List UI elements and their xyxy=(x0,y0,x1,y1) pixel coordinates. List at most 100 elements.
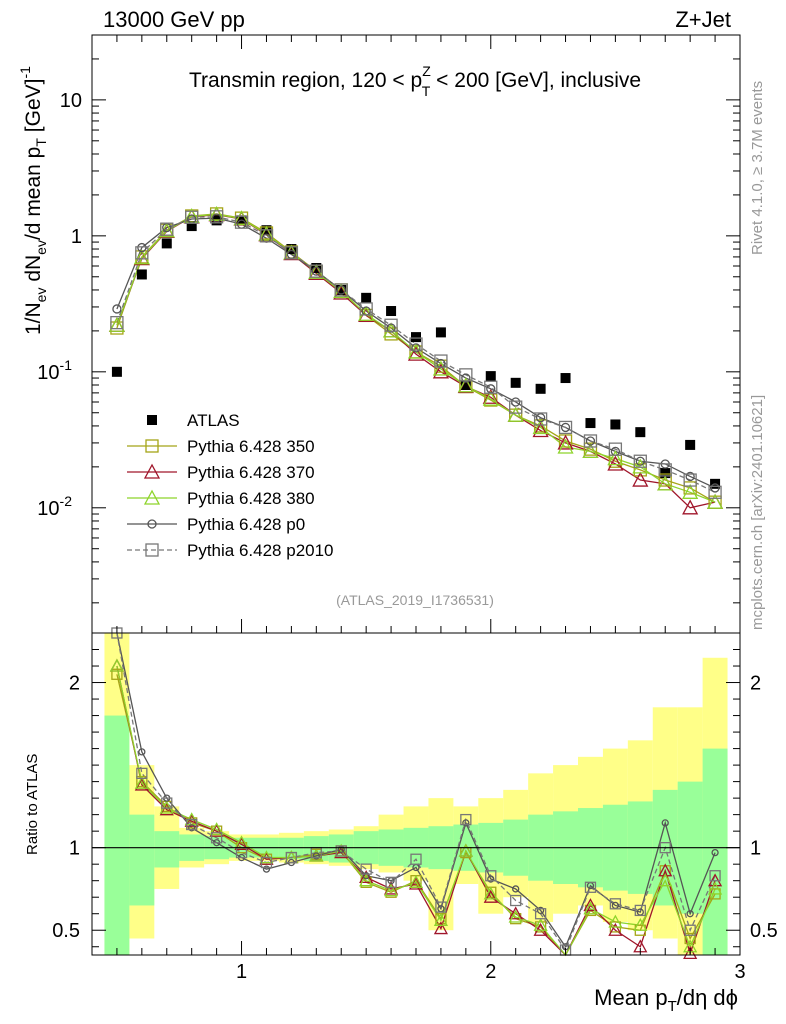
main-point-pythia-6-428-p0 xyxy=(211,213,222,223)
main-point-atlas xyxy=(660,468,671,479)
legend-label: Pythia 6.428 370 xyxy=(187,463,315,482)
main-point-pythia-6-428-p2010 xyxy=(309,264,323,278)
title-sup: Z xyxy=(422,63,431,79)
ratio-point-pythia-6-428-p2010 xyxy=(684,924,696,936)
y-axis-label-ratio: Ratio to ATLAS xyxy=(24,754,41,855)
main-point-pythia-6-428-370 xyxy=(632,471,649,487)
legend-label: ATLAS xyxy=(187,411,240,430)
ratio-point-pythia-6-428-p0 xyxy=(536,906,545,915)
main-point-pythia-6-428-380 xyxy=(632,458,649,474)
y-tick-label-main: 10-1 xyxy=(37,357,72,384)
title-prefix: Transmin region, 120 < p xyxy=(189,69,422,92)
ratio-point-pythia-6-428-p2010 xyxy=(136,767,148,780)
main-point-pythia-6-428-p2010 xyxy=(633,454,647,468)
analysis-id: (ATLAS_2019_I1736531) xyxy=(336,592,494,608)
ratio-point-pythia-6-428-p2010 xyxy=(260,856,273,869)
main-point-pythia-6-428-p0 xyxy=(336,285,346,295)
ratio-point-pythia-6-428-370 xyxy=(259,851,274,865)
ratio-point-pythia-6-428-380 xyxy=(533,917,548,931)
main-point-atlas xyxy=(685,439,696,450)
ratio-point-pythia-6-428-p0 xyxy=(487,875,495,883)
ratio-point-pythia-6-428-380 xyxy=(383,883,399,897)
axis-ticks xyxy=(91,34,741,955)
main-point-atlas xyxy=(411,332,421,343)
ratio-point-pythia-6-428-370 xyxy=(433,921,449,935)
main-point-pythia-6-428-p2010 xyxy=(185,210,199,224)
ratio-point-pythia-6-428-p2010 xyxy=(609,898,622,910)
main-point-pythia-6-428-p2010 xyxy=(160,222,174,236)
ratio-point-pythia-6-428-p0 xyxy=(362,872,370,880)
ratio-point-pythia-6-428-370 xyxy=(508,906,523,920)
ratio-point-pythia-6-428-380 xyxy=(658,873,673,887)
main-point-pythia-6-428-p2010 xyxy=(558,420,573,435)
band-green-bin xyxy=(702,748,728,955)
plot-title: Transmin region, 120 < pZ T < 200 [GeV], … xyxy=(189,63,641,99)
ratio-line-pythia-6-428-p2010 xyxy=(116,632,716,952)
x-tick-label-3: 3 xyxy=(734,961,745,983)
band-green-bin xyxy=(278,837,304,860)
main-point-pythia-6-428-p2010 xyxy=(683,473,697,487)
legend-label: Pythia 6.428 p0 xyxy=(187,515,305,534)
main-point-pythia-6-428-p0 xyxy=(535,413,546,423)
ratio-point-pythia-6-428-p0 xyxy=(138,748,146,756)
legend: ATLAS Pythia 6.428 350 Pythia 6.428 370 … xyxy=(127,411,334,560)
band-green-bin xyxy=(154,831,180,868)
ratio-point-pythia-6-428-380 xyxy=(608,914,623,928)
main-point-pythia-6-428-p2010 xyxy=(334,283,348,297)
main-point-pythia-6-428-p0 xyxy=(560,422,571,433)
ratio-point-pythia-6-428-370 xyxy=(408,876,424,890)
main-point-atlas xyxy=(585,418,596,429)
main-point-atlas xyxy=(535,383,546,394)
main-point-pythia-6-428-p0 xyxy=(635,456,645,466)
ratio-point-pythia-6-428-370 xyxy=(383,881,399,895)
y-tick-label-main: 10-2 xyxy=(37,493,72,520)
main-point-pythia-6-428-p2010 xyxy=(259,229,274,243)
main-point-pythia-6-428-380 xyxy=(407,343,425,359)
ratio-point-pythia-6-428-370 xyxy=(583,898,598,912)
main-point-pythia-6-428-370 xyxy=(607,455,624,471)
ratio-point-pythia-6-428-p2010 xyxy=(485,870,497,882)
main-point-pythia-6-428-p0 xyxy=(461,373,471,383)
ratio-point-pythia-6-428-p2010 xyxy=(510,894,522,907)
legend-item: Pythia 6.428 350 xyxy=(127,437,315,456)
main-point-pythia-6-428-p2010 xyxy=(110,315,124,330)
y-tick-label-ratio-left: 1 xyxy=(69,838,80,860)
y-tick-label-ratio-right: 1 xyxy=(750,838,761,860)
ratio-point-pythia-6-428-p2010 xyxy=(460,813,472,826)
y-tick-labels-ratio: 0.5 1 2 0.5 1 2 xyxy=(52,673,778,943)
band-green-bin xyxy=(129,814,155,906)
main-point-pythia-6-428-p0 xyxy=(311,266,321,276)
main-point-pythia-6-428-p2010 xyxy=(209,210,224,224)
ratio-point-pythia-6-428-380 xyxy=(583,901,598,915)
ratio-point-pythia-6-428-380 xyxy=(707,881,723,895)
main-point-pythia-6-428-380 xyxy=(133,249,150,265)
ratio-point-pythia-6-428-p2010 xyxy=(584,881,597,893)
main-point-pythia-6-428-p2010 xyxy=(409,337,423,351)
main-point-pythia-6-428-p2010 xyxy=(608,442,623,456)
ratio-point-pythia-6-428-p0 xyxy=(262,865,271,873)
ratio-point-pythia-6-428-370 xyxy=(234,837,249,851)
main-point-pythia-6-428-p0 xyxy=(137,242,147,253)
main-point-pythia-6-428-p2010 xyxy=(384,318,398,332)
ratio-point-pythia-6-428-p2010 xyxy=(210,832,223,844)
main-point-pythia-6-428-p2010 xyxy=(533,412,548,426)
ratio-point-pythia-6-428-p2010 xyxy=(360,863,372,875)
main-point-atlas xyxy=(435,327,446,338)
y-tick-label-main: 10 xyxy=(60,90,82,112)
legend-marker-pythia-6-428-p0 xyxy=(147,519,157,529)
header-energy: 13000 GeV pp xyxy=(103,7,245,32)
main-point-pythia-6-428-p2010 xyxy=(359,302,373,316)
legend-marker-atlas xyxy=(147,415,157,425)
main-point-pythia-6-428-p2010 xyxy=(509,400,523,414)
legend-item: Pythia 6.428 p0 xyxy=(127,515,305,534)
main-point-pythia-6-428-p2010 xyxy=(658,463,672,477)
ratio-point-pythia-6-428-p0 xyxy=(686,910,694,918)
legend-item: Pythia 6.428 380 xyxy=(127,489,315,508)
main-point-pythia-6-428-380 xyxy=(657,475,674,491)
main-point-atlas xyxy=(136,269,147,280)
y-tick-label-ratio-right: 0.5 xyxy=(750,920,778,942)
ratio-line-pythia-6-428-370 xyxy=(116,665,716,957)
ratio-point-pythia-6-428-370 xyxy=(209,823,224,837)
main-point-pythia-6-428-380 xyxy=(482,390,499,406)
